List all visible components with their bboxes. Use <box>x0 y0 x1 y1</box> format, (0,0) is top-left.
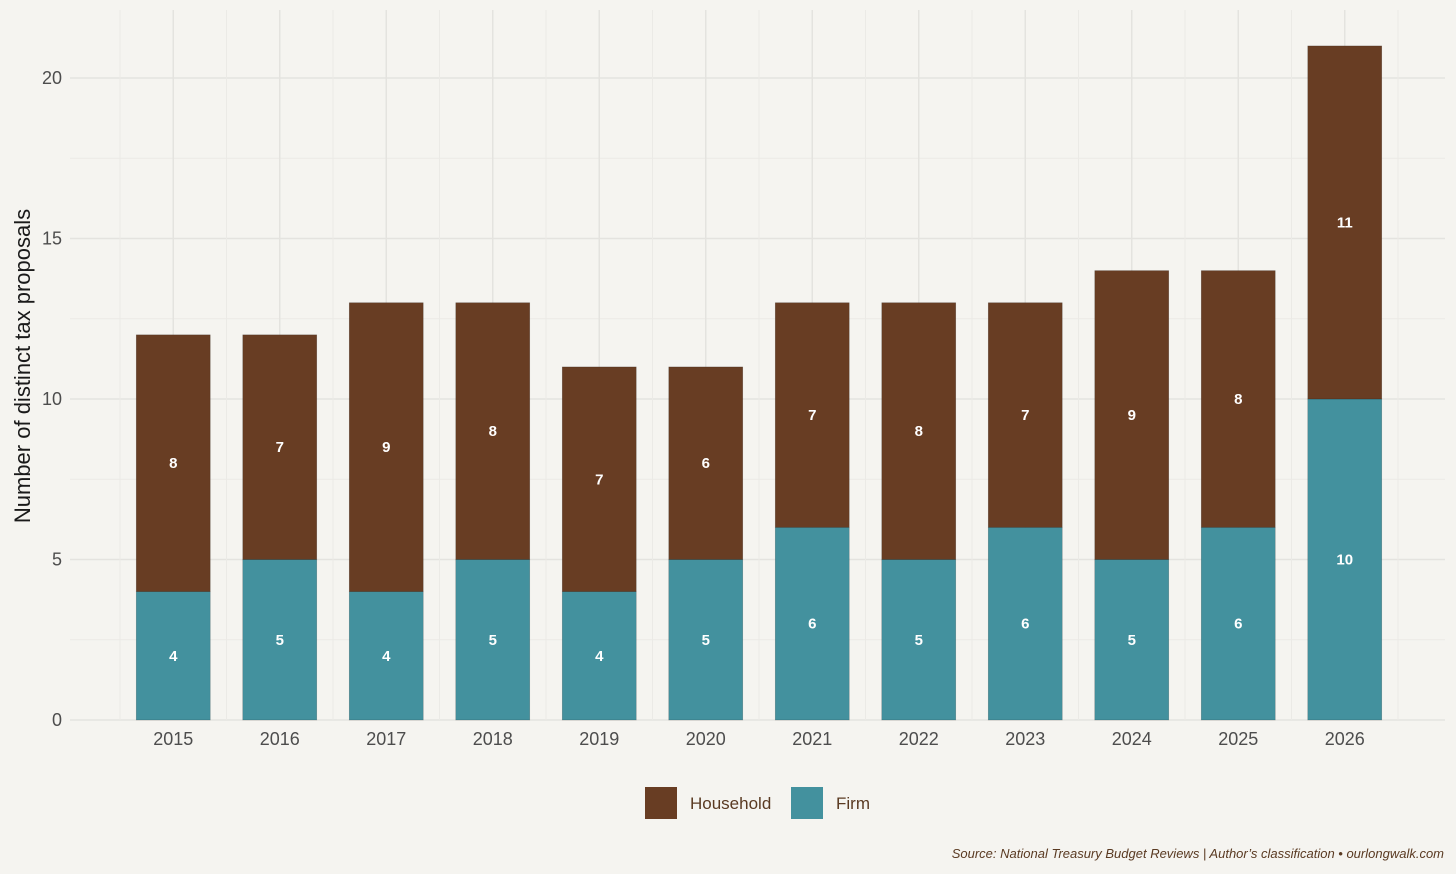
bar-value-label-firm-2021: 6 <box>808 616 816 633</box>
bar-household-2020 <box>668 366 744 560</box>
bar-value-label-firm-2019: 4 <box>595 648 604 665</box>
bar-firm-2021 <box>774 527 850 721</box>
y-axis: 0 5 10 15 20 <box>42 68 62 730</box>
x-tick-label: 2017 <box>366 729 406 749</box>
bars <box>135 45 1383 721</box>
bar-firm-2025 <box>1200 527 1276 721</box>
y-tick-label: 10 <box>42 389 62 409</box>
bar-value-label-firm-2025: 6 <box>1234 616 1242 633</box>
x-tick-label: 2024 <box>1112 729 1152 749</box>
bar-household-2021 <box>774 302 850 528</box>
bar-value-label-household-2022: 8 <box>915 423 923 440</box>
bar-value-label-household-2026: 11 <box>1337 214 1353 231</box>
bar-household-2022 <box>881 302 957 560</box>
bar-value-label-household-2021: 7 <box>808 407 816 424</box>
bar-value-label-household-2025: 8 <box>1234 391 1242 408</box>
bar-firm-2016 <box>242 559 318 721</box>
bar-household-2023 <box>987 302 1063 528</box>
x-tick-label: 2015 <box>153 729 193 749</box>
bar-firm-2026 <box>1307 398 1383 721</box>
bar-value-label-firm-2026: 10 <box>1336 552 1353 569</box>
bar-value-label-household-2015: 8 <box>169 455 177 472</box>
bar-household-2017 <box>348 302 424 592</box>
bar-labels: 4 8 5 7 4 9 5 8 4 7 5 6 6 7 5 8 6 7 5 9 6 8 10 11 <box>169 214 1353 664</box>
x-tick-label: 2023 <box>1005 729 1045 749</box>
bar-household-2024 <box>1094 270 1170 560</box>
bar-value-label-household-2019: 7 <box>595 471 603 488</box>
legend-label-household: Household <box>690 794 771 813</box>
bar-value-label-firm-2022: 5 <box>915 632 923 649</box>
x-tick-label: 2021 <box>792 729 832 749</box>
x-tick-label: 2022 <box>899 729 939 749</box>
bar-value-label-household-2023: 7 <box>1021 407 1029 424</box>
y-tick-label: 15 <box>42 229 62 249</box>
bar-value-label-firm-2015: 4 <box>169 648 178 665</box>
bar-value-label-household-2016: 7 <box>276 439 284 456</box>
bar-household-2016 <box>242 334 318 560</box>
legend: Household Firm <box>645 787 870 819</box>
y-tick-label: 0 <box>52 710 62 730</box>
bar-household-2018 <box>455 302 531 560</box>
bar-value-label-firm-2023: 6 <box>1021 616 1029 633</box>
source-caption: Source: National Treasury Budget Reviews… <box>951 846 1444 861</box>
bar-firm-2019 <box>561 591 637 721</box>
x-tick-label: 2016 <box>260 729 300 749</box>
bar-value-label-household-2024: 9 <box>1128 407 1136 424</box>
bar-firm-2017 <box>348 591 424 721</box>
bar-value-label-household-2020: 6 <box>702 455 710 472</box>
x-tick-label: 2019 <box>579 729 619 749</box>
x-tick-label: 2025 <box>1218 729 1258 749</box>
bar-value-label-household-2017: 9 <box>382 439 390 456</box>
bar-value-label-firm-2018: 5 <box>489 632 497 649</box>
bar-firm-2023 <box>987 527 1063 721</box>
bar-household-2025 <box>1200 270 1276 528</box>
bar-value-label-firm-2020: 5 <box>702 632 710 649</box>
x-tick-label: 2018 <box>473 729 513 749</box>
bar-firm-2018 <box>455 559 531 721</box>
bar-value-label-firm-2017: 4 <box>382 648 391 665</box>
bar-household-2026 <box>1307 45 1383 400</box>
x-tick-label: 2026 <box>1325 729 1365 749</box>
y-tick-label: 20 <box>42 68 62 88</box>
legend-label-firm: Firm <box>836 794 870 813</box>
bar-value-label-household-2018: 8 <box>489 423 497 440</box>
bar-firm-2022 <box>881 559 957 721</box>
x-axis: 2015 2016 2017 2018 2019 2020 2021 2022 2023 2024… <box>153 729 1365 749</box>
x-tick-label: 2020 <box>686 729 726 749</box>
bar-value-label-firm-2016: 5 <box>276 632 284 649</box>
bar-household-2019 <box>561 366 637 592</box>
bar-firm-2020 <box>668 559 744 721</box>
legend-swatch-household <box>645 787 677 819</box>
bar-household-2015 <box>135 334 211 592</box>
legend-swatch-firm <box>791 787 823 819</box>
bar-value-label-firm-2024: 5 <box>1128 632 1136 649</box>
y-axis-label: Number of distinct tax proposals <box>10 209 35 523</box>
bar-firm-2024 <box>1094 559 1170 721</box>
y-tick-label: 5 <box>52 550 62 570</box>
